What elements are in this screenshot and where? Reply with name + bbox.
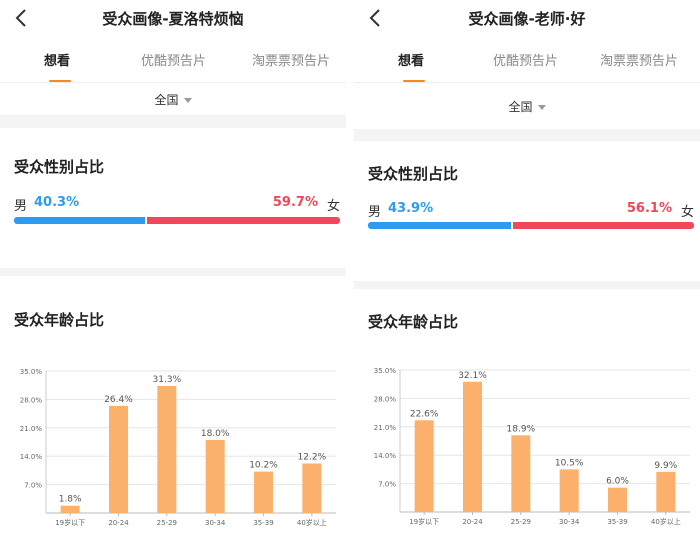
page-title: 受众画像-老师·好 — [468, 10, 586, 28]
gender-card: 受众性别占比 男 43.9% 56.1% 女 — [354, 141, 700, 281]
tab-want[interactable]: 想看 — [398, 54, 425, 69]
age-bar — [205, 439, 225, 513]
y-tick-label: 21.0% — [374, 424, 397, 432]
header: 受众画像-夏洛特烦恼 — [0, 0, 346, 36]
caret-down-icon — [537, 105, 546, 110]
back-icon[interactable] — [366, 7, 386, 29]
age-card: 受众年龄占比 7.0% 14.0% 21.0% 28.0% 35.0% 22.6% 19岁以… — [354, 289, 700, 543]
tab-bar: 想看 优酷预告片 淘票票预告片 — [0, 36, 346, 83]
y-tick-label: 21.0% — [20, 425, 43, 433]
bar-value-label: 9.9% — [654, 461, 677, 471]
caret-down-icon — [183, 98, 192, 103]
male-label: 男 — [368, 205, 382, 220]
female-label: 女 — [326, 199, 340, 214]
gender-bar-male — [14, 217, 145, 224]
age-bar — [608, 487, 627, 512]
age-bar — [302, 463, 322, 513]
region-label: 全国 — [508, 100, 533, 114]
bar-value-label: 10.5% — [555, 458, 584, 468]
y-tick-label: 7.0% — [378, 481, 396, 489]
bar-value-label: 12.2% — [298, 453, 327, 463]
bar-value-label: 26.4% — [104, 395, 133, 405]
x-tick-label: 40岁以上 — [651, 517, 681, 526]
male-label: 男 — [14, 199, 28, 214]
y-tick-label: 28.0% — [374, 395, 397, 403]
x-tick-label: 35-39 — [607, 518, 627, 526]
y-tick-label: 7.0% — [24, 482, 42, 490]
bar-value-label: 18.9% — [507, 424, 536, 434]
gender-title: 受众性别占比 — [14, 158, 105, 176]
panel-divider — [346, 0, 354, 543]
age-bar — [157, 386, 177, 513]
y-tick-label: 35.0% — [20, 368, 43, 376]
x-tick-label: 30-34 — [205, 519, 226, 527]
male-percent: 40.3% — [34, 195, 80, 210]
male-percent: 43.9% — [388, 201, 434, 216]
gender-bar-male — [368, 222, 511, 229]
bar-value-label: 32.1% — [458, 371, 487, 381]
page-title: 受众画像-夏洛特烦恼 — [102, 10, 244, 28]
gender-bar-female — [513, 222, 694, 229]
gender-bar — [14, 217, 340, 224]
x-tick-label: 35-39 — [253, 519, 273, 527]
gender-card: 受众性别占比 男 40.3% 59.7% 女 — [0, 128, 346, 268]
age-bar — [656, 471, 676, 512]
female-percent: 56.1% — [626, 201, 672, 216]
back-icon[interactable] — [12, 7, 32, 29]
y-tick-label: 14.0% — [20, 453, 43, 461]
x-tick-label: 19岁以下 — [409, 517, 439, 526]
x-tick-label: 19岁以下 — [55, 518, 85, 527]
age-bar — [60, 505, 80, 513]
gender-title: 受众性别占比 — [368, 165, 459, 183]
x-tick-label: 40岁以上 — [297, 518, 327, 527]
age-bar — [511, 435, 531, 512]
tab-active-indicator — [49, 80, 71, 82]
female-label: 女 — [680, 205, 694, 220]
x-tick-label: 20-24 — [462, 518, 483, 526]
x-tick-label: 20-24 — [108, 519, 129, 527]
bar-value-label: 1.8% — [59, 495, 82, 505]
tab-youku[interactable]: 优酷预告片 — [141, 54, 207, 69]
tab-bar: 想看 优酷预告片 淘票票预告片 — [354, 36, 700, 83]
x-tick-label: 25-29 — [511, 518, 531, 526]
x-tick-label: 25-29 — [157, 519, 177, 527]
bar-value-label: 6.0% — [606, 477, 629, 487]
age-chart: 7.0% 14.0% 21.0% 28.0% 35.0% 1.8% 19岁以下 26.4% 20… — [20, 368, 336, 527]
female-percent: 59.7% — [272, 195, 318, 210]
bar-value-label: 18.0% — [201, 429, 230, 439]
y-tick-label: 28.0% — [20, 396, 43, 404]
panel-right: 受众画像-老师·好 想看 优酷预告片 淘票票预告片 全国 受众性别占比 男 43… — [354, 0, 700, 543]
tab-taopiaopiao[interactable]: 淘票票预告片 — [252, 54, 331, 69]
x-tick-label: 30-34 — [559, 518, 580, 526]
age-card: 受众年龄占比 7.0% 14.0% 21.0% 28.0% 35.0% 1.8% 19岁以下… — [0, 276, 346, 543]
age-bar — [254, 471, 273, 513]
age-bar — [414, 420, 434, 512]
panel-left: 受众画像-夏洛特烦恼 想看 优酷预告片 淘票票预告片 全国 受众性别占比 男 4… — [0, 0, 346, 543]
age-title: 受众年龄占比 — [14, 311, 105, 329]
header: 受众画像-老师·好 — [354, 0, 700, 36]
age-bar — [559, 469, 579, 512]
tab-active-indicator — [403, 80, 425, 82]
bar-value-label: 10.2% — [249, 461, 278, 471]
region-select[interactable]: 全国 — [354, 98, 700, 115]
age-chart: 7.0% 14.0% 21.0% 28.0% 35.0% 22.6% 19岁以下 32.1% 2… — [374, 367, 690, 526]
bar-value-label: 31.3% — [153, 375, 182, 385]
tab-youku[interactable]: 优酷预告片 — [493, 54, 559, 69]
y-tick-label: 35.0% — [374, 367, 397, 375]
age-bar — [109, 405, 128, 513]
tab-want[interactable]: 想看 — [44, 54, 71, 69]
region-label: 全国 — [154, 93, 179, 107]
bar-value-label: 22.6% — [410, 409, 439, 419]
region-bar: 全国 — [0, 83, 346, 115]
gender-bar — [368, 222, 694, 229]
region-select[interactable]: 全国 — [0, 91, 346, 108]
age-title: 受众年龄占比 — [368, 313, 459, 331]
y-tick-label: 14.0% — [374, 452, 397, 460]
region-bar: 全国 — [354, 83, 700, 129]
tab-taopiaopiao[interactable]: 淘票票预告片 — [600, 54, 679, 69]
gender-bar-female — [147, 217, 340, 224]
age-bar — [463, 381, 482, 512]
